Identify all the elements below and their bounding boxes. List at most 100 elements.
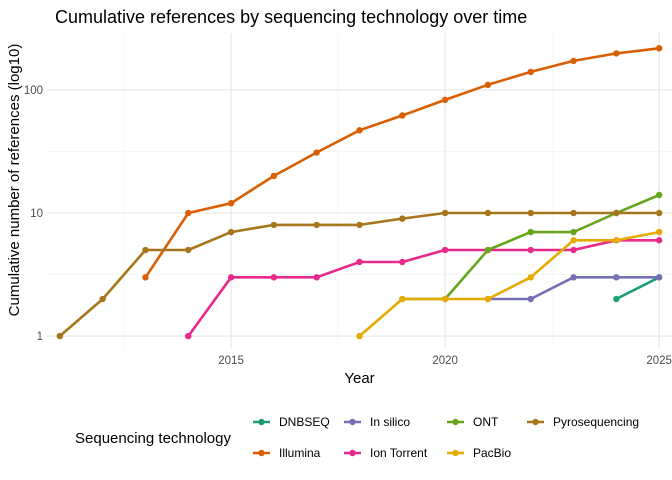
data-point bbox=[570, 228, 577, 236]
data-point bbox=[484, 246, 492, 254]
legend-label: ONT bbox=[473, 415, 499, 429]
data-point bbox=[484, 295, 492, 303]
legend-label: Ion Torrent bbox=[370, 446, 428, 460]
y-axis-title: Cumulative number of references (log10) bbox=[6, 44, 23, 317]
data-point bbox=[356, 127, 363, 134]
data-point bbox=[185, 332, 192, 340]
data-point bbox=[99, 295, 106, 303]
data-point bbox=[313, 274, 320, 281]
series-pacbio bbox=[356, 228, 663, 340]
legend-item: Pyrosequencing bbox=[527, 415, 639, 429]
data-point bbox=[570, 57, 577, 65]
data-point bbox=[655, 45, 663, 52]
data-point bbox=[313, 221, 320, 229]
data-point bbox=[270, 221, 278, 229]
data-point bbox=[527, 209, 534, 217]
legend-item: Ion Torrent bbox=[344, 446, 428, 460]
data-point bbox=[484, 81, 492, 89]
x-tick-label: 2025 bbox=[646, 355, 672, 367]
y-tick-label: 100 bbox=[24, 85, 43, 97]
data-point bbox=[56, 332, 64, 340]
data-point bbox=[270, 172, 278, 180]
series-layer bbox=[56, 45, 663, 340]
data-point bbox=[142, 274, 149, 281]
data-point bbox=[613, 237, 620, 244]
chart-title: Cumulative references by sequencing tech… bbox=[55, 7, 527, 27]
data-point bbox=[356, 258, 363, 266]
data-point bbox=[227, 200, 235, 207]
data-point bbox=[270, 274, 278, 281]
x-tick-label: 2015 bbox=[218, 355, 244, 367]
data-point bbox=[484, 209, 492, 217]
legend-item: PacBio bbox=[447, 446, 511, 460]
data-point bbox=[441, 96, 449, 104]
data-point bbox=[655, 191, 663, 199]
legend-key-dot bbox=[349, 418, 356, 426]
data-point bbox=[356, 332, 363, 340]
series-line bbox=[487, 275, 660, 301]
data-point bbox=[399, 258, 406, 266]
legend-label: PacBio bbox=[473, 446, 511, 460]
data-point bbox=[613, 209, 620, 217]
data-point bbox=[441, 295, 449, 303]
legend: Sequencing technology DNBSEQ Illumina In s… bbox=[75, 415, 639, 460]
data-point bbox=[185, 246, 192, 254]
data-point bbox=[399, 112, 406, 119]
data-point bbox=[227, 274, 235, 281]
legend-label: In silico bbox=[370, 415, 410, 429]
series-line bbox=[187, 239, 660, 337]
data-point bbox=[613, 50, 620, 57]
series-pyrosequencing bbox=[56, 209, 663, 340]
legend-item: DNBSEQ bbox=[253, 415, 330, 429]
data-point bbox=[655, 209, 663, 217]
x-axis-ticks: 2015 2020 2025 bbox=[218, 355, 672, 367]
data-point bbox=[399, 215, 406, 222]
y-axis-ticks: 1 10 100 bbox=[24, 85, 43, 343]
data-point bbox=[527, 68, 534, 76]
x-axis-title: Year bbox=[344, 370, 374, 387]
data-point bbox=[527, 295, 534, 303]
x-tick-label: 2020 bbox=[432, 355, 458, 367]
data-point bbox=[570, 274, 577, 281]
data-point bbox=[655, 228, 663, 236]
legend-item: In silico bbox=[344, 415, 410, 429]
data-point bbox=[570, 209, 577, 217]
series-line bbox=[358, 230, 660, 338]
series-line bbox=[144, 47, 660, 279]
data-point bbox=[613, 295, 620, 303]
data-point bbox=[655, 237, 663, 244]
y-tick-label: 10 bbox=[30, 208, 43, 220]
data-point bbox=[313, 149, 320, 156]
legend-key-dot bbox=[258, 418, 265, 426]
legend-key-dot bbox=[349, 449, 356, 457]
legend-item: ONT bbox=[447, 415, 499, 429]
data-point bbox=[655, 274, 663, 281]
data-point bbox=[399, 295, 406, 303]
data-point bbox=[570, 246, 577, 254]
data-point bbox=[227, 228, 235, 236]
legend-label: Illumina bbox=[279, 446, 321, 460]
grid bbox=[47, 33, 672, 348]
data-point bbox=[613, 274, 620, 281]
y-tick-label: 1 bbox=[37, 331, 43, 343]
legend-label: Pyrosequencing bbox=[553, 415, 639, 429]
series-line bbox=[615, 276, 660, 301]
data-point bbox=[142, 246, 149, 254]
data-point bbox=[570, 237, 577, 244]
data-point bbox=[185, 209, 192, 217]
data-point bbox=[527, 274, 534, 281]
data-point bbox=[356, 221, 363, 229]
series-illumina bbox=[142, 45, 663, 281]
legend-key-dot bbox=[258, 449, 265, 457]
legend-title: Sequencing technology bbox=[75, 430, 231, 447]
data-point bbox=[441, 209, 449, 217]
series-ion-torrent bbox=[185, 237, 663, 340]
legend-key-dot bbox=[452, 418, 459, 426]
legend-key-dot bbox=[532, 418, 539, 426]
data-point bbox=[441, 246, 449, 254]
data-point bbox=[527, 228, 534, 236]
legend-item: Illumina bbox=[253, 446, 321, 460]
legend-label: DNBSEQ bbox=[279, 415, 330, 429]
data-point bbox=[527, 246, 534, 254]
